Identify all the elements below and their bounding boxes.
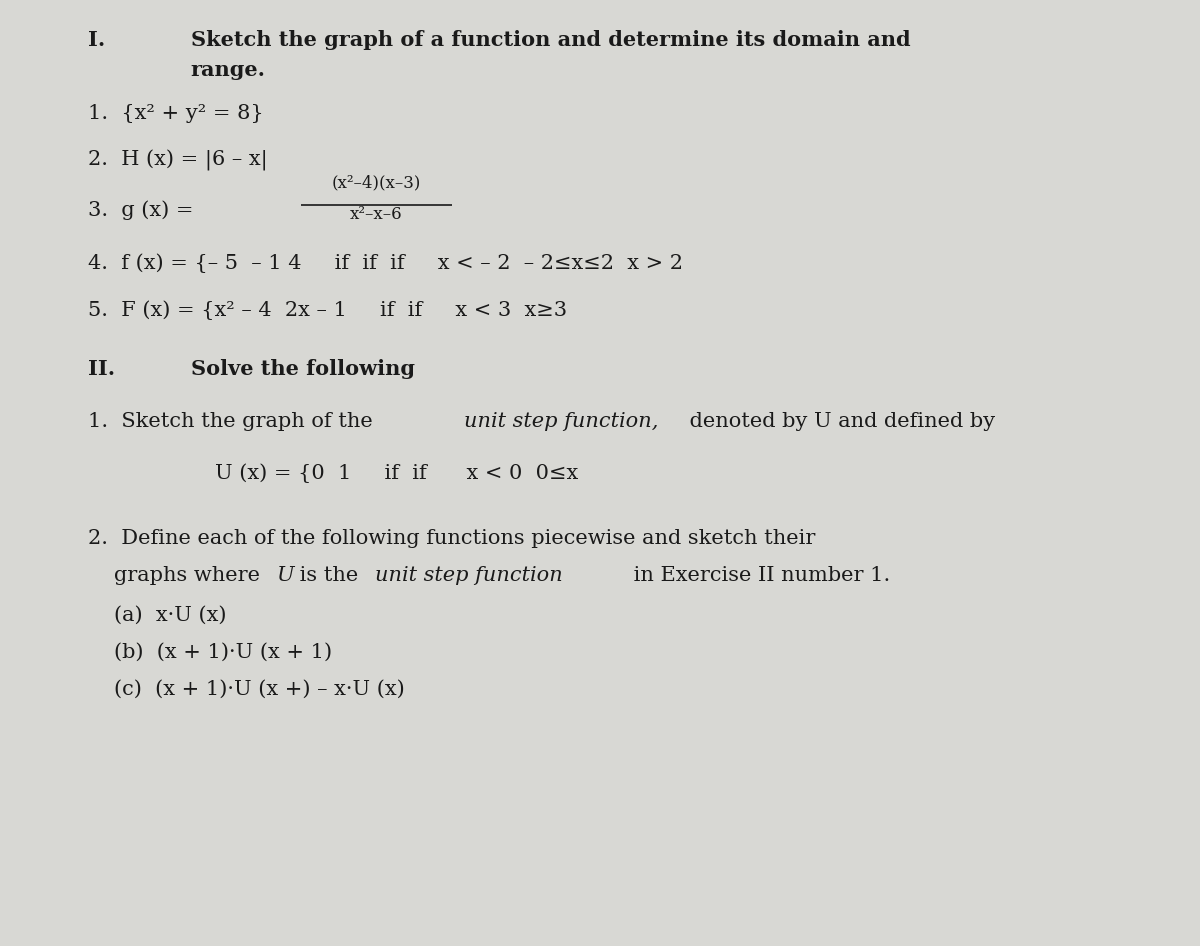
- Text: II.: II.: [88, 359, 115, 379]
- Text: U (x) = {0  1     if  if      x < 0  0≤x: U (x) = {0 1 if if x < 0 0≤x: [215, 464, 577, 483]
- Text: unit step function: unit step function: [374, 567, 563, 586]
- Text: unit step function,: unit step function,: [463, 412, 658, 431]
- Text: Sketch the graph of a function and determine its domain and: Sketch the graph of a function and deter…: [191, 30, 911, 50]
- Text: 5.  F (x) = {x² – 4  2x – 1     if  if     x < 3  x≥3: 5. F (x) = {x² – 4 2x – 1 if if x < 3 x≥…: [88, 301, 566, 321]
- Text: I.: I.: [88, 30, 104, 50]
- Text: 3.  g (x) =: 3. g (x) =: [88, 200, 199, 219]
- Text: Solve the following: Solve the following: [191, 359, 415, 379]
- Text: 1.  Sketch the graph of the: 1. Sketch the graph of the: [88, 412, 379, 431]
- Text: x²–x–6: x²–x–6: [350, 206, 403, 223]
- Text: 2.  Define each of the following functions piecewise and sketch their: 2. Define each of the following function…: [88, 529, 815, 548]
- Text: (x²–4)(x–3): (x²–4)(x–3): [331, 174, 421, 191]
- Text: 2.  H (x) = |6 – x|: 2. H (x) = |6 – x|: [88, 149, 268, 170]
- Text: denoted by U and defined by: denoted by U and defined by: [683, 412, 995, 431]
- Text: U: U: [276, 567, 294, 586]
- Text: 4.  f (x) = {– 5  – 1 4     if  if  if     x < – 2  – 2≤x≤2  x > 2: 4. f (x) = {– 5 – 1 4 if if if x < – 2 –…: [88, 253, 683, 272]
- Text: (a)  x·U (x): (a) x·U (x): [114, 605, 226, 624]
- Text: graphs where: graphs where: [114, 567, 266, 586]
- Text: (b)  (x + 1)·U (x + 1): (b) (x + 1)·U (x + 1): [114, 642, 332, 661]
- Text: in Exercise II number 1.: in Exercise II number 1.: [628, 567, 890, 586]
- Text: 1.  {x² + y² = 8}: 1. {x² + y² = 8}: [88, 104, 263, 123]
- Text: is the: is the: [293, 567, 365, 586]
- Text: (c)  (x + 1)·U (x +) – x·U (x): (c) (x + 1)·U (x +) – x·U (x): [114, 680, 404, 699]
- Text: range.: range.: [191, 61, 265, 80]
